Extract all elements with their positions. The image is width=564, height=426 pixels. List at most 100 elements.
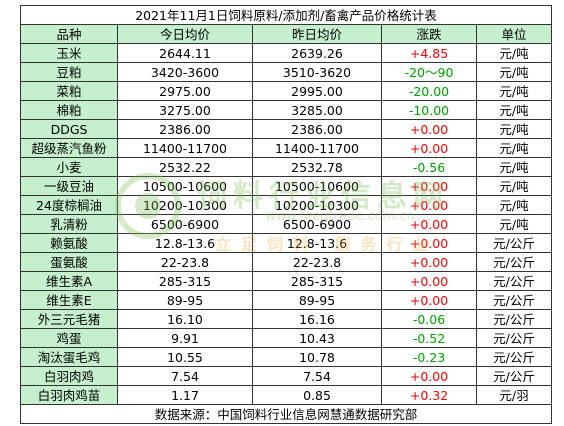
cell-name: 小麦 [20,157,118,177]
cell-unit: 元/公斤 [475,366,553,386]
cell-change: +0.00 [381,233,477,253]
table-row: 一级豆油 10500-10600 10500-10600 +0.00 元/吨 [20,176,553,196]
cell-unit: 元/公斤 [475,233,553,253]
cell-yesterday: 6500-6900 [252,214,382,234]
cell-yesterday: 10.78 [252,347,382,367]
table-row: 淘汰蛋毛鸡 10.55 10.78 -0.23 元/公斤 [20,347,553,367]
cell-yesterday: 2532.78 [252,157,382,177]
cell-change: +0.00 [381,252,477,272]
cell-today: 11400-11700 [117,138,253,158]
cell-change: +0.00 [381,176,477,196]
header-row: 品种 今日均价 昨日均价 涨跌 单位 [20,24,553,44]
cell-unit: 元/吨 [475,43,553,63]
cell-today: 3275.00 [117,100,253,120]
table-row: 豆粕 3420-3600 3510-3620 -20～90 元/吨 [20,62,553,82]
cell-unit: 元/吨 [475,195,553,215]
cell-change: -0.23 [381,347,477,367]
cell-name: 超级蒸汽鱼粉 [20,138,118,158]
cell-yesterday: 2995.00 [252,81,382,101]
table-row: 白羽肉鸡 7.54 7.54 +0.00 元/公斤 [20,366,553,386]
cell-yesterday: 11400-11700 [252,138,382,158]
cell-yesterday: 22-23.8 [252,252,382,272]
cell-change: -10.00 [381,100,477,120]
cell-today: 2644.11 [117,43,253,63]
table-row: 菜粕 2975.00 2995.00 -20.00 元/吨 [20,81,553,101]
table-row: 鸡蛋 9.91 10.43 -0.52 元/公斤 [20,328,553,348]
cell-yesterday: 10500-10600 [252,176,382,196]
cell-unit: 元/吨 [475,157,553,177]
cell-change: +0.00 [381,119,477,139]
cell-name: DDGS [20,119,118,139]
cell-today: 9.91 [117,328,253,348]
cell-today: 10500-10600 [117,176,253,196]
cell-name: 乳清粉 [20,214,118,234]
cell-today: 3420-3600 [117,62,253,82]
table-row: DDGS 2386.00 2386.00 +0.00 元/吨 [20,119,553,139]
cell-yesterday: 16.16 [252,309,382,329]
cell-name: 菜粕 [20,81,118,101]
cell-yesterday: 285-315 [252,271,382,291]
cell-change: +0.00 [381,290,477,310]
cell-yesterday: 3510-3620 [252,62,382,82]
cell-name: 外三元毛猪 [20,309,118,329]
cell-unit: 元/吨 [475,62,553,82]
cell-change: +0.00 [381,195,477,215]
cell-today: 2975.00 [117,81,253,101]
table-row: 棉粕 3275.00 3285.00 -10.00 元/吨 [20,100,553,120]
cell-name: 一级豆油 [20,176,118,196]
cell-change: +4.85 [381,43,477,63]
cell-unit: 元/公斤 [475,309,553,329]
cell-name: 棉粕 [20,100,118,120]
cell-yesterday: 2639.26 [252,43,382,63]
table-row: 蛋氨酸 22-23.8 22-23.8 +0.00 元/公斤 [20,252,553,272]
cell-unit: 元/公斤 [475,347,553,367]
cell-unit: 元/公斤 [475,328,553,348]
table-row: 白羽肉鸡苗 1.17 0.85 +0.32 元/羽 [20,385,553,405]
cell-change: -20～90 [381,62,477,82]
table-row: 24度棕榈油 10200-10300 10200-10300 +0.00 元/吨 [20,195,553,215]
cell-unit: 元/吨 [475,214,553,234]
cell-unit: 元/公斤 [475,290,553,310]
cell-today: 22-23.8 [117,252,253,272]
table-row: 外三元毛猪 16.10 16.16 -0.06 元/公斤 [20,309,553,329]
header-unit: 单位 [475,24,553,44]
cell-today: 12.8-13.6 [117,233,253,253]
cell-change: -0.56 [381,157,477,177]
table-title: 2021年11月1日饲料原料/添加剂/畜禽产品价格统计表 [19,5,553,25]
cell-yesterday: 12.8-13.6 [252,233,382,253]
cell-name: 赖氨酸 [20,233,118,253]
cell-name: 蛋氨酸 [20,252,118,272]
price-sheet: 2021年11月1日饲料原料/添加剂/畜禽产品价格统计表 品种 今日均价 昨日均… [19,5,553,424]
cell-name: 白羽肉鸡 [20,366,118,386]
cell-today: 1.17 [117,385,253,405]
cell-today: 10200-10300 [117,195,253,215]
cell-yesterday: 89-95 [252,290,382,310]
cell-yesterday: 3285.00 [252,100,382,120]
cell-name: 维生素A [20,271,118,291]
cell-today: 7.54 [117,366,253,386]
cell-yesterday: 7.54 [252,366,382,386]
cell-today: 285-315 [117,271,253,291]
cell-unit: 元/吨 [475,81,553,101]
cell-today: 6500-6900 [117,214,253,234]
table-row: 维生素A 285-315 285-315 +0.00 元/公斤 [20,271,553,291]
header-change: 涨跌 [381,24,477,44]
table-row: 维生素E 89-95 89-95 +0.00 元/公斤 [20,290,553,310]
table-row: 玉米 2644.11 2639.26 +4.85 元/吨 [20,43,553,63]
cell-today: 2532.22 [117,157,253,177]
cell-name: 豆粕 [20,62,118,82]
header-today: 今日均价 [117,24,253,44]
cell-today: 10.55 [117,347,253,367]
price-table: 2021年11月1日饲料原料/添加剂/畜禽产品价格统计表 品种 今日均价 昨日均… [19,5,553,424]
cell-yesterday: 2386.00 [252,119,382,139]
cell-today: 2386.00 [117,119,253,139]
cell-change: +0.00 [381,214,477,234]
data-source-note: 数据来源：中国饲料行业信息网慧通数据研究部 [19,404,553,424]
cell-unit: 元/吨 [475,176,553,196]
header-name: 品种 [20,24,118,44]
cell-unit: 元/公斤 [475,271,553,291]
table-row: 超级蒸汽鱼粉 11400-11700 11400-11700 +0.00 元/吨 [20,138,553,158]
cell-name: 24度棕榈油 [20,195,118,215]
cell-name: 鸡蛋 [20,328,118,348]
cell-change: +0.32 [381,385,477,405]
